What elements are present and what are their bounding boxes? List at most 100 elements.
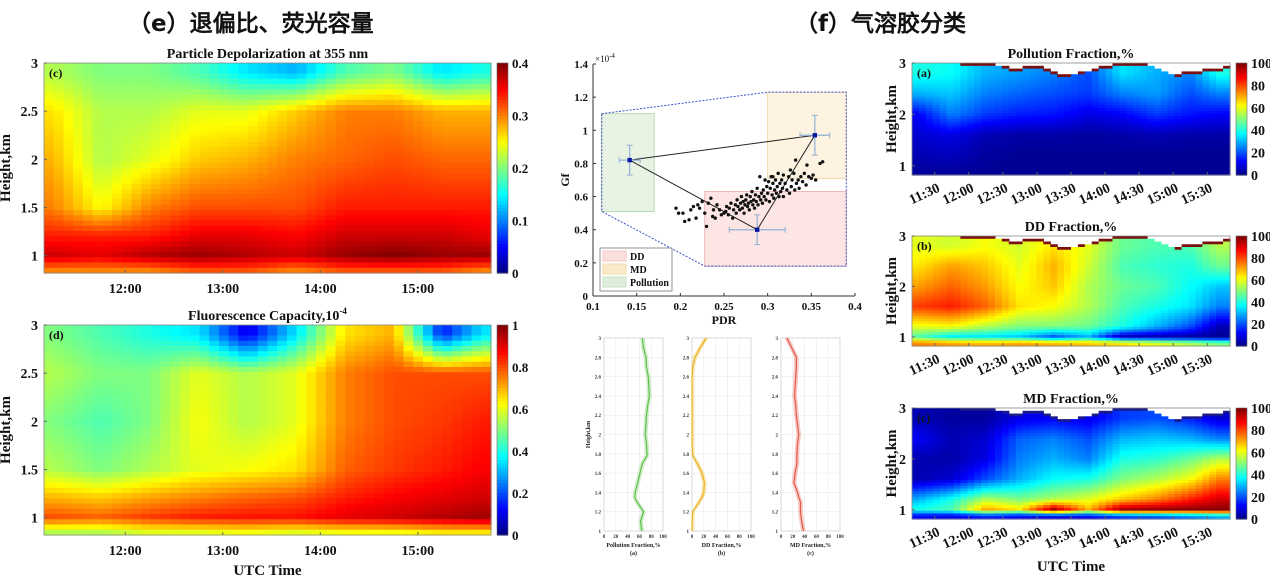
heatmap-cell — [277, 63, 288, 69]
heatmap-cell — [1091, 77, 1100, 81]
heatmap-cell — [422, 152, 434, 159]
heatmap-cell — [452, 141, 463, 148]
heatmap-cell — [1071, 133, 1079, 137]
heatmap-cell — [121, 189, 133, 195]
heatmap-cell — [384, 94, 395, 101]
heatmap-cell — [1091, 172, 1100, 176]
heatmap-cell — [1050, 152, 1058, 156]
heatmap-cell — [1008, 102, 1017, 106]
heatmap-cell — [422, 241, 434, 248]
heatmap-cell — [199, 419, 210, 426]
heatmap-cell — [238, 445, 249, 452]
heatmap-cell — [257, 162, 269, 169]
heatmap-cell — [946, 102, 955, 106]
heatmap-cell — [1105, 88, 1114, 92]
heatmap-cell — [248, 73, 259, 80]
heatmap-cell — [1036, 149, 1044, 154]
heatmap-cell — [209, 493, 220, 499]
heatmap-cell — [1057, 82, 1065, 86]
heatmap-cell — [374, 78, 385, 85]
heatmap-cell — [248, 220, 259, 227]
heatmap-cell — [1064, 110, 1072, 114]
heatmap-cell — [102, 461, 113, 468]
heatmap-cell — [316, 210, 327, 216]
heatmap-cell — [112, 194, 123, 201]
heatmap-cell — [131, 346, 142, 352]
heatmap-cell — [1043, 113, 1051, 117]
heatmap-cell — [946, 166, 955, 170]
heatmap-cell — [248, 126, 259, 132]
heatmap-cell — [1112, 65, 1120, 70]
heatmap-cell — [277, 241, 288, 248]
heatmap-cell — [960, 93, 968, 98]
heatmap-cell — [1029, 105, 1038, 109]
section-title-left: （e）退偏比、荧光容量 — [128, 11, 374, 37]
heatmap-cell — [112, 435, 123, 442]
heatmap-cell — [238, 84, 249, 90]
heatmap-cell — [393, 215, 405, 222]
heatmap-cell — [189, 435, 201, 442]
heatmap-cell — [413, 141, 424, 148]
heatmap-cell — [384, 173, 395, 180]
heatmap-cell — [1098, 144, 1107, 148]
heatmap-cell — [1084, 119, 1093, 123]
colorbar-segment — [497, 164, 508, 169]
heatmap-cell — [277, 199, 288, 206]
heatmap-cell — [374, 131, 385, 138]
heatmap-cell — [160, 199, 171, 206]
heatmap-cell — [1022, 82, 1031, 86]
heatmap-cell — [267, 105, 278, 111]
heatmap-cell — [374, 147, 385, 153]
heatmap-cell — [306, 225, 317, 232]
heatmap-cell — [422, 493, 434, 499]
heatmap-cell — [316, 361, 327, 368]
heatmap-cell — [209, 215, 220, 222]
heatmap-cell — [316, 246, 327, 253]
heatmap-cell — [413, 131, 424, 138]
heatmap-cell — [422, 351, 434, 358]
heatmap-cell — [925, 166, 934, 170]
heatmap-cell — [63, 524, 74, 531]
heatmap-cell — [257, 110, 269, 117]
colorbar-segment — [497, 430, 508, 434]
heatmap-cell — [1098, 68, 1107, 72]
heatmap-cell — [932, 77, 941, 81]
heatmap-cell — [131, 461, 142, 468]
heatmap-cell — [452, 419, 463, 426]
heatmap-cell — [384, 508, 395, 515]
heatmap-cell — [471, 246, 482, 253]
heatmap-cell — [354, 435, 366, 442]
heatmap-cell — [238, 482, 249, 489]
heatmap-cell — [199, 356, 210, 363]
heatmap-cell — [374, 361, 385, 368]
heatmap-cell — [393, 246, 405, 253]
heatmap-cell — [141, 73, 152, 80]
heatmap-cell — [393, 173, 405, 180]
heatmap-cell — [150, 477, 162, 484]
heatmap-cell — [82, 252, 94, 258]
heatmap-cell — [160, 524, 171, 531]
colorbar-segment — [497, 154, 508, 159]
heatmap-cell — [413, 115, 424, 122]
heatmap-cell — [199, 246, 210, 253]
heatmap-cell — [912, 144, 920, 148]
heatmap-cell — [960, 158, 968, 162]
heatmap-cell — [248, 445, 259, 452]
heatmap-cell — [112, 414, 123, 421]
heatmap-cell — [354, 246, 366, 253]
heatmap-cell — [384, 78, 395, 85]
heatmap-cell — [102, 419, 113, 426]
heatmap-cell — [286, 252, 298, 258]
heatmap-cell — [121, 456, 133, 463]
heatmap-cell — [452, 73, 463, 80]
heatmap-cell — [112, 257, 123, 264]
heatmap-cell — [461, 382, 473, 389]
heatmap-cell — [1064, 77, 1072, 81]
heatmap-cell — [267, 388, 278, 394]
heatmap-cell — [912, 68, 920, 72]
heatmap-cell — [967, 91, 975, 95]
heatmap-cell — [218, 440, 230, 447]
heatmap-cell — [296, 78, 307, 85]
heatmap-cell — [325, 168, 337, 174]
heatmap-cell — [1022, 74, 1031, 78]
